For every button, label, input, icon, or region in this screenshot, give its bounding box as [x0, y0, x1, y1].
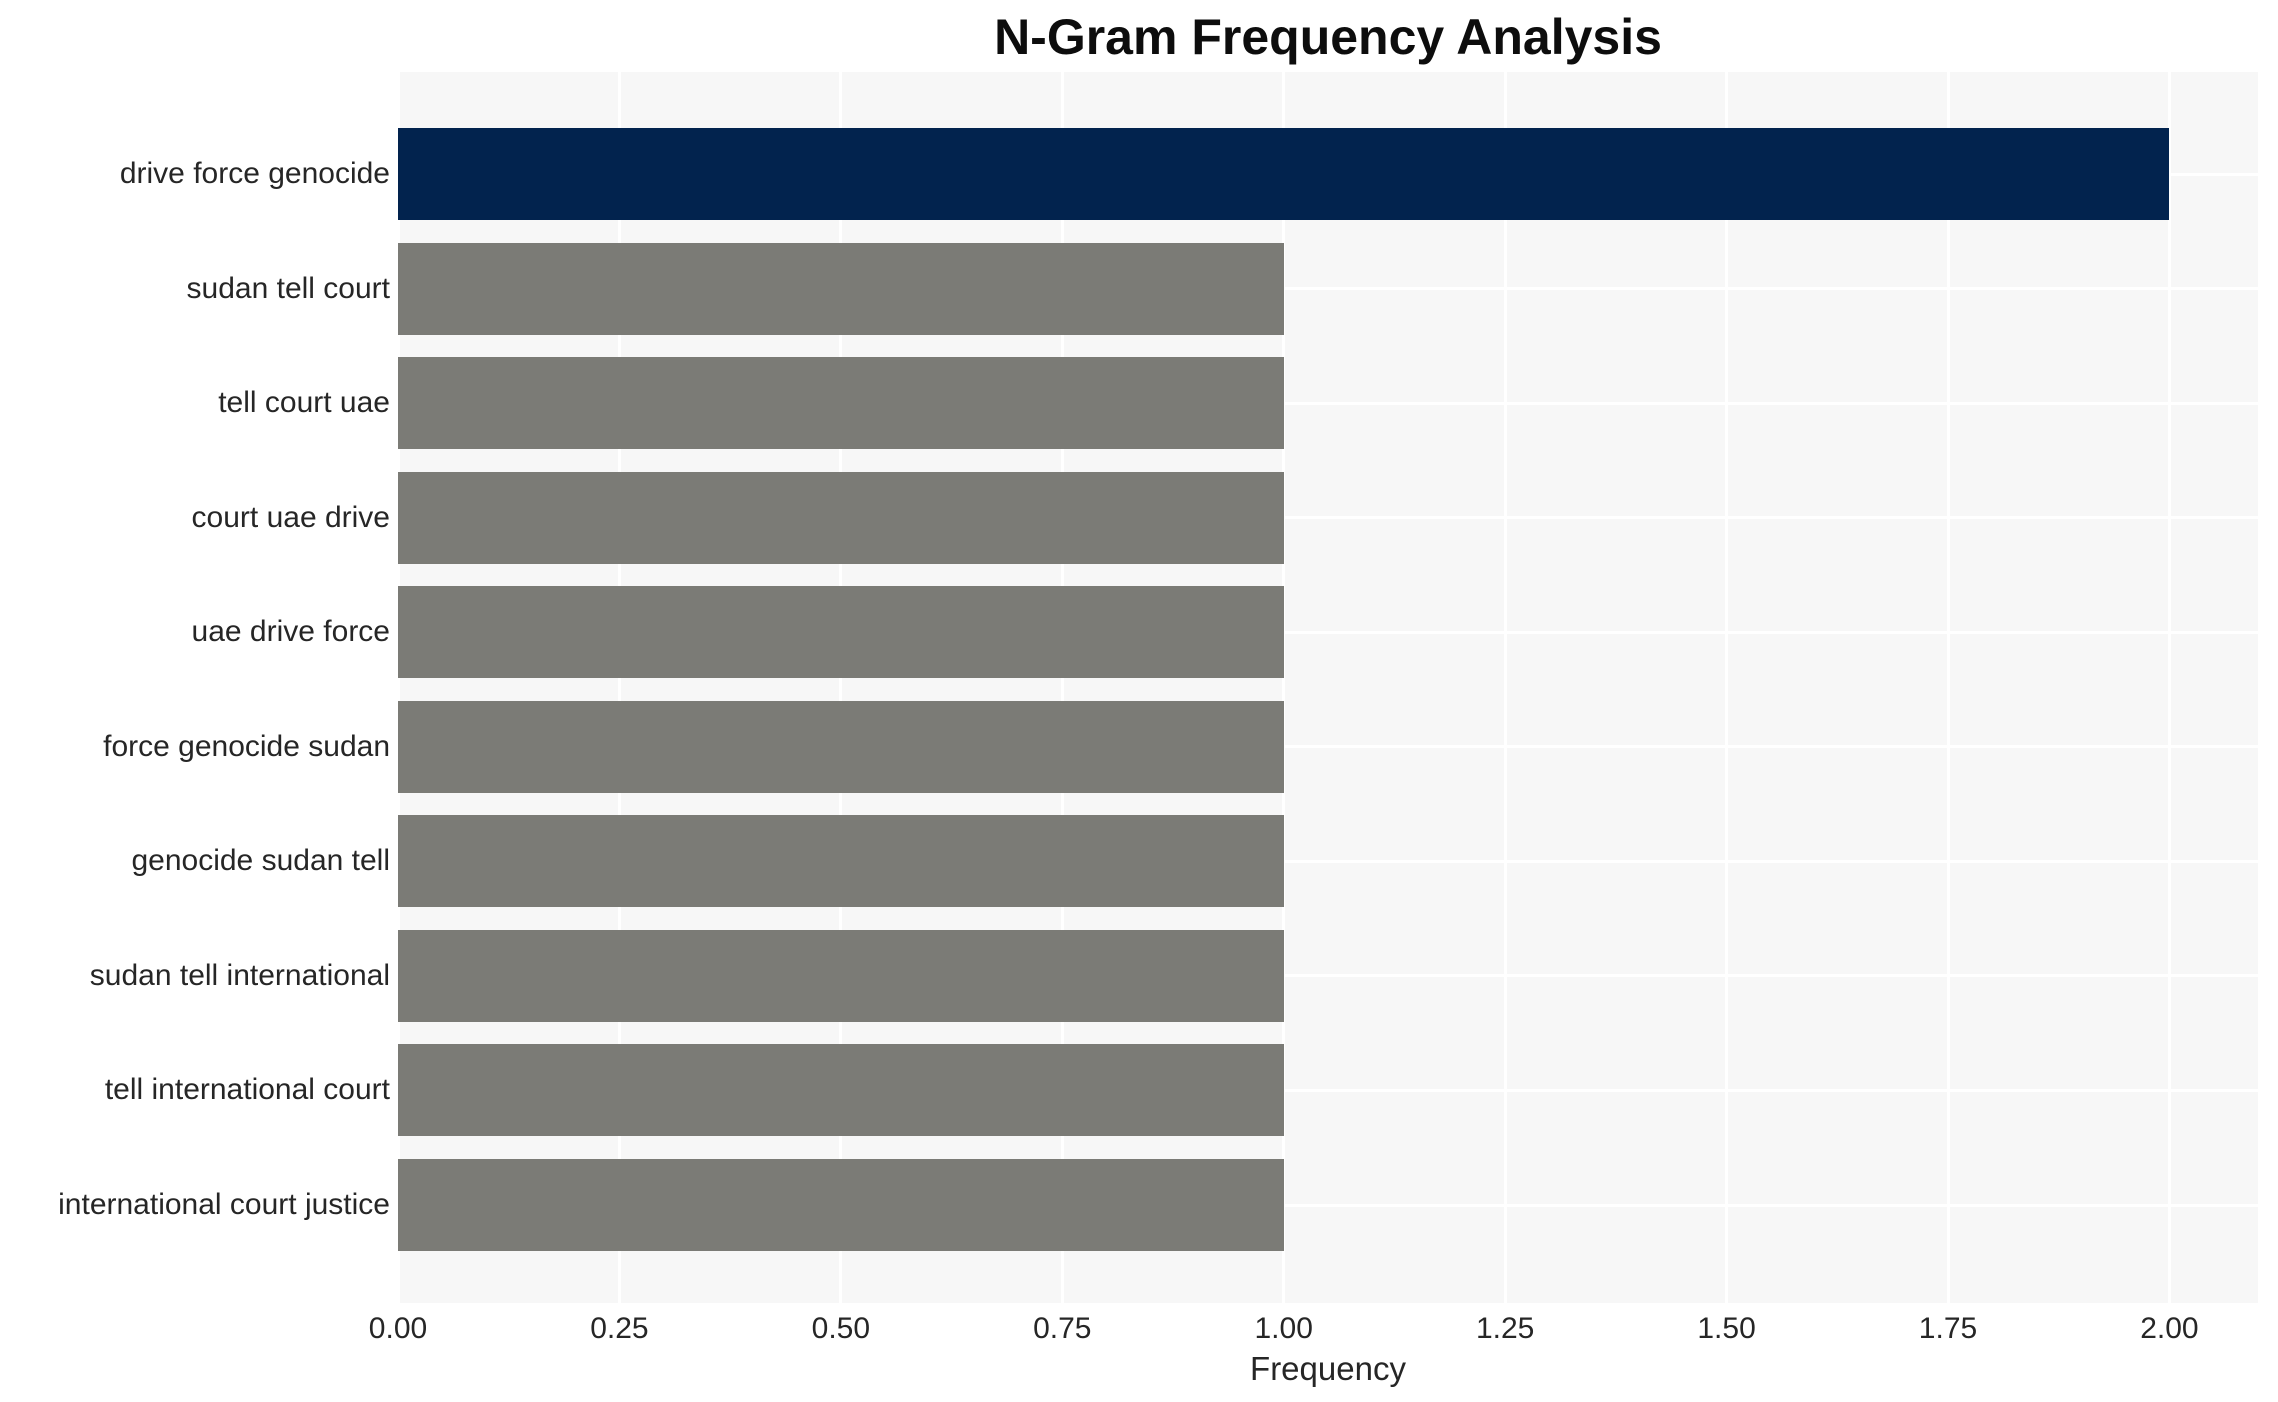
- plot-area: [396, 72, 2258, 1303]
- horizontal-gridline: [398, 630, 2258, 634]
- vertical-gridline: [1946, 72, 1950, 1303]
- x-tick-label: 0.00: [368, 1312, 428, 1345]
- bar-international-court-justice: [398, 1159, 1284, 1251]
- x-tick-label: 1.75: [1918, 1312, 1978, 1345]
- y-tick-label: international court justice: [58, 1188, 390, 1221]
- horizontal-gridline: [398, 287, 2258, 291]
- bar-court-uae-drive: [398, 471, 1284, 564]
- horizontal-gridline: [398, 859, 2258, 863]
- horizontal-gridline: [398, 401, 2258, 405]
- x-tick-label: 1.50: [1697, 1312, 1756, 1345]
- bar-sudan-tell-international: [398, 929, 1284, 1022]
- horizontal-gridline: [398, 974, 2258, 978]
- y-tick-label: genocide sudan tell: [131, 844, 390, 878]
- x-tick-label: 2.00: [2140, 1312, 2199, 1345]
- vertical-gridline: [1282, 72, 1286, 1303]
- x-tick-label: 0.75: [1033, 1312, 1092, 1345]
- vertical-gridline: [396, 72, 400, 1303]
- horizontal-gridline: [398, 1088, 2258, 1092]
- y-tick-label: tell court uae: [218, 386, 390, 420]
- bar-sudan-tell-court: [398, 242, 1284, 335]
- vertical-gridline: [1725, 72, 1729, 1303]
- y-tick-label: court uae drive: [191, 500, 390, 534]
- bar-genocide-sudan-tell: [398, 815, 1284, 908]
- vertical-gridline: [2167, 72, 2171, 1303]
- y-tick-label: uae drive force: [191, 615, 390, 649]
- horizontal-gridline: [398, 1203, 2258, 1207]
- horizontal-gridline: [398, 745, 2258, 749]
- y-tick-label: sudan tell court: [186, 271, 390, 305]
- y-tick-label: sudan tell international: [89, 958, 390, 992]
- x-axis-label: Frequency: [1250, 1350, 1406, 1387]
- vertical-gridline: [617, 72, 621, 1303]
- vertical-gridline: [839, 72, 843, 1303]
- x-tick-label: 0.25: [590, 1312, 649, 1345]
- bar-uae-drive-force: [398, 586, 1284, 679]
- vertical-gridline: [1060, 72, 1064, 1303]
- y-tick-label: tell international court: [104, 1073, 390, 1107]
- bar-force-genocide-sudan: [398, 700, 1284, 793]
- x-tick-label: 1.25: [1475, 1312, 1535, 1345]
- bar-drive-force-genocide: [398, 128, 2170, 220]
- bar-tell-international-court: [398, 1044, 1284, 1137]
- chart-title: N-Gram Frequency Analysis: [994, 9, 1662, 65]
- x-tick-label: 1.00: [1254, 1312, 1313, 1345]
- bar-tell-court-uae: [398, 357, 1284, 450]
- y-tick-label: drive force genocide: [119, 157, 390, 190]
- y-tick-label: force genocide sudan: [103, 729, 390, 763]
- horizontal-gridline: [398, 516, 2258, 520]
- vertical-gridline: [1503, 72, 1507, 1303]
- x-tick-label: 0.50: [811, 1312, 871, 1345]
